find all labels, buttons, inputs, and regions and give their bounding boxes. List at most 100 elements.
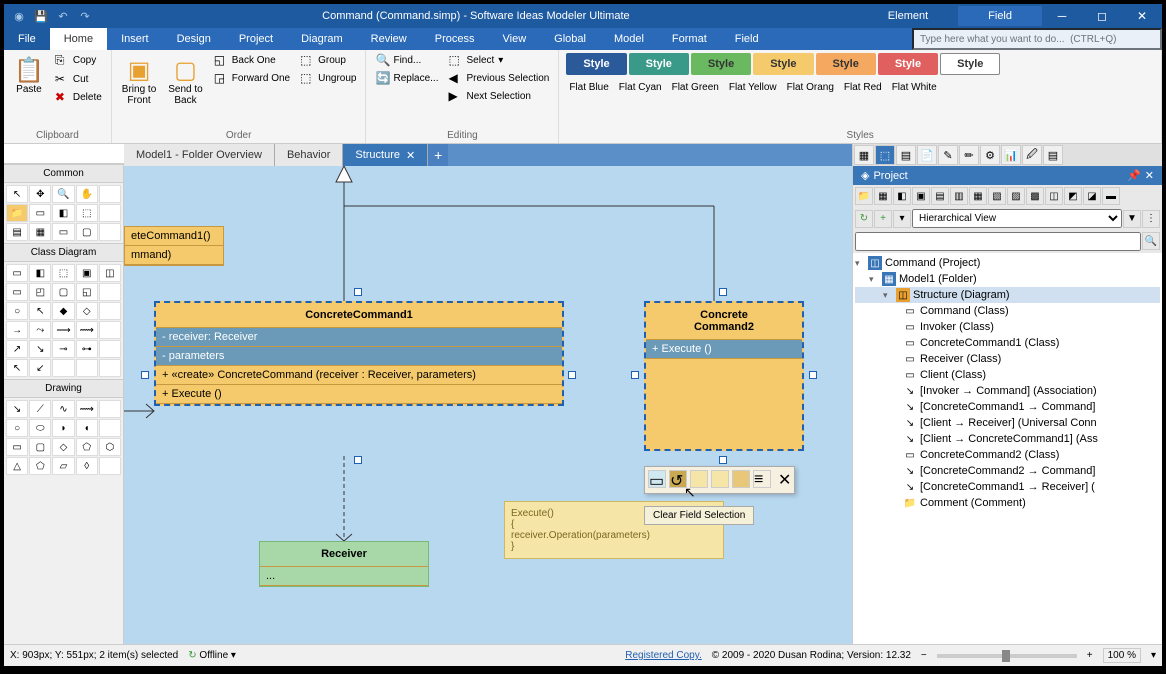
- cd-tool-19[interactable]: ⟿: [76, 321, 98, 339]
- rt-btn-9[interactable]: 🖉: [1022, 145, 1042, 165]
- maximize-button[interactable]: ◻: [1082, 4, 1122, 28]
- cd-tool-8[interactable]: ▢: [52, 283, 74, 301]
- project-pin2-icon[interactable]: 📌: [1127, 169, 1141, 182]
- style-button-flat-blue[interactable]: Style: [566, 53, 626, 75]
- common-section[interactable]: Common: [4, 164, 123, 183]
- pt-btn-5[interactable]: ▤: [931, 187, 949, 205]
- handle[interactable]: [354, 456, 362, 464]
- cd-tool-1[interactable]: ▭: [6, 264, 28, 282]
- tree-structure[interactable]: ▾◫Structure (Diagram): [855, 287, 1160, 303]
- tool-zoom[interactable]: 🔍: [52, 185, 74, 203]
- d-tool-17[interactable]: ⬠: [29, 457, 51, 475]
- tab-behavior[interactable]: Behavior: [275, 144, 343, 166]
- handle[interactable]: [719, 288, 727, 296]
- tool-11[interactable]: ▤: [6, 223, 28, 241]
- d-tool-1[interactable]: ↘: [6, 400, 28, 418]
- minimize-button[interactable]: ─: [1042, 4, 1082, 28]
- receiver-class[interactable]: Receiver ...: [259, 541, 429, 587]
- pt2-add[interactable]: +: [874, 210, 892, 228]
- redo-icon[interactable]: ↷: [76, 7, 94, 25]
- rt-btn-5[interactable]: ✎: [938, 145, 958, 165]
- d-tool-12[interactable]: ▢: [29, 438, 51, 456]
- view-mode-select[interactable]: Hierarchical View: [912, 209, 1122, 228]
- cd-tool-5[interactable]: ◫: [99, 264, 121, 282]
- menu-diagram[interactable]: Diagram: [287, 28, 357, 50]
- partial-class[interactable]: eteCommand1() mmand): [124, 226, 224, 266]
- cd-tool-7[interactable]: ◰: [29, 283, 51, 301]
- tool-12[interactable]: ▦: [29, 223, 51, 241]
- zoom-slider[interactable]: [937, 654, 1077, 658]
- menu-process[interactable]: Process: [421, 28, 489, 50]
- diagram-canvas[interactable]: eteCommand1() mmand) Conc: [124, 166, 852, 644]
- ctx-btn-1[interactable]: ▭: [648, 470, 666, 488]
- ctx-btn-6[interactable]: ≡: [753, 470, 771, 488]
- menu-view[interactable]: View: [489, 28, 541, 50]
- menu-model[interactable]: Model: [600, 28, 658, 50]
- tree-item[interactable]: ↘[ConcreteCommand2 → Command]: [855, 463, 1160, 479]
- pt-btn-1[interactable]: 📁: [855, 187, 873, 205]
- pt-btn-2[interactable]: ▦: [874, 187, 892, 205]
- handle[interactable]: [354, 288, 362, 296]
- cc1-row-receiver[interactable]: - receiver: Receiver: [156, 328, 562, 347]
- d-tool-9[interactable]: ◖: [76, 419, 98, 437]
- pt2-refresh[interactable]: ↻: [855, 210, 873, 228]
- d-tool-8[interactable]: ◗: [52, 419, 74, 437]
- cd-tool-21[interactable]: ↗: [6, 340, 28, 358]
- d-tool-2[interactable]: ⟋: [29, 400, 51, 418]
- cc1-row-parameters[interactable]: - parameters: [156, 347, 562, 366]
- cd-tool-25[interactable]: [99, 340, 121, 358]
- d-tool-7[interactable]: ⬭: [29, 419, 51, 437]
- ctx-close-icon[interactable]: ✕: [778, 470, 791, 490]
- tree-item[interactable]: ↘[Client → ConcreteCommand1] (Ass: [855, 431, 1160, 447]
- cd-tool-4[interactable]: ▣: [76, 264, 98, 282]
- d-tool-6[interactable]: ○: [6, 419, 28, 437]
- pt-btn-3[interactable]: ◧: [893, 187, 911, 205]
- tree-item[interactable]: ▭ConcreteCommand2 (Class): [855, 447, 1160, 463]
- style-button-flat-red[interactable]: Style: [878, 53, 938, 75]
- cd-tool-13[interactable]: ◆: [52, 302, 74, 320]
- project-search-button[interactable]: 🔍: [1142, 232, 1160, 250]
- cc1-row-execute[interactable]: + Execute (): [156, 385, 562, 404]
- project-header[interactable]: ◈ Project 📌 ✕: [853, 166, 1162, 185]
- cd-tool-24[interactable]: ⊶: [76, 340, 98, 358]
- d-tool-18[interactable]: ▱: [52, 457, 74, 475]
- menu-field[interactable]: Field: [721, 28, 773, 50]
- d-tool-16[interactable]: △: [6, 457, 28, 475]
- receiver-row[interactable]: ...: [260, 567, 428, 586]
- cd-tool-2[interactable]: ◧: [29, 264, 51, 282]
- app-icon[interactable]: ◉: [10, 7, 28, 25]
- prev-selection-button[interactable]: ◀Previous Selection: [446, 70, 553, 86]
- menu-file[interactable]: File: [4, 28, 50, 50]
- tree-item[interactable]: ▭Client (Class): [855, 367, 1160, 383]
- d-tool-5[interactable]: [99, 400, 121, 418]
- style-button-flat-orang[interactable]: Style: [816, 53, 876, 75]
- pt-btn-13[interactable]: ◪: [1083, 187, 1101, 205]
- tree-item[interactable]: ↘[ConcreteCommand1 → Receiver] (: [855, 479, 1160, 495]
- tree-item[interactable]: ▭Invoker (Class): [855, 319, 1160, 335]
- pt-btn-6[interactable]: ▥: [950, 187, 968, 205]
- cd-tool-30[interactable]: [99, 359, 121, 377]
- select-button[interactable]: ⬚Select ▾: [446, 52, 553, 68]
- d-tool-19[interactable]: ◊: [76, 457, 98, 475]
- status-offline[interactable]: ↻ Offline ▾: [188, 650, 236, 661]
- handle[interactable]: [568, 371, 576, 379]
- rt-btn-3[interactable]: ▤: [896, 145, 916, 165]
- cd-tool-27[interactable]: ↙: [29, 359, 51, 377]
- tool-10[interactable]: [99, 204, 121, 222]
- style-button-flat-cyan[interactable]: Style: [629, 53, 689, 75]
- tree-item[interactable]: ↘[Invoker → Command] (Association): [855, 383, 1160, 399]
- undo-icon[interactable]: ↶: [54, 7, 72, 25]
- project-search-input[interactable]: [855, 232, 1141, 251]
- style-button-flat-yellow[interactable]: Style: [753, 53, 813, 75]
- cd-tool-28[interactable]: [52, 359, 74, 377]
- style-button-flat-green[interactable]: Style: [691, 53, 751, 75]
- tab-model1[interactable]: Model1 - Folder Overview: [124, 144, 275, 166]
- rt-btn-1[interactable]: ▦: [854, 145, 874, 165]
- cd-tool-15[interactable]: [99, 302, 121, 320]
- tree-item[interactable]: 📁Comment (Comment): [855, 495, 1160, 511]
- tool-8[interactable]: ◧: [52, 204, 74, 222]
- handle[interactable]: [631, 371, 639, 379]
- tool-7[interactable]: ▭: [29, 204, 51, 222]
- handle[interactable]: [719, 456, 727, 464]
- next-selection-button[interactable]: ▶Next Selection: [446, 88, 553, 104]
